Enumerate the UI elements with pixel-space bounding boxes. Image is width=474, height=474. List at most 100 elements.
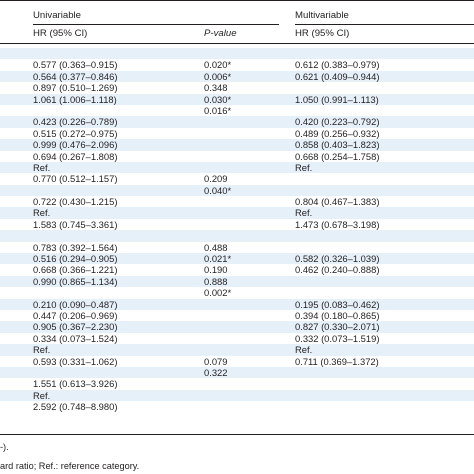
- multivariable-hr-cell: 0.668 (0.254–1.758): [295, 150, 380, 162]
- table-row: 0.515 (0.272–0.975) 0.489 (0.256–0.932): [0, 128, 474, 139]
- univariable-hr-cell: 0.668 (0.366–1.221): [33, 264, 118, 276]
- univariable-hr-cell: 0.770 (0.512–1.157): [33, 173, 118, 185]
- table-row: 0.016*: [0, 105, 474, 116]
- univariable-hr-cell: 2.592 (0.748–8.980): [33, 401, 118, 413]
- pvalue-cell: 0.348: [204, 82, 228, 94]
- univariable-hr-cell: 0.897 (0.510–1.269): [33, 82, 118, 94]
- univariable-hr-cell: Ref.: [33, 389, 51, 401]
- univariable-hr-cell: 0.210 (0.090–0.487): [33, 298, 118, 310]
- table-row: 1.551 (0.613–3.926): [0, 378, 474, 389]
- table-row: Ref. Ref.: [0, 207, 474, 219]
- univariable-hr-cell: Ref.: [33, 344, 51, 356]
- table-body: 0.577 (0.363–0.915) 0.020* 0.612 (0.383–0.…: [0, 48, 474, 413]
- table-row: 0.694 (0.267–1.808) 0.668 (0.254–1.758): [0, 151, 474, 162]
- table-row: 0.770 (0.512–1.157) 0.209: [0, 173, 474, 184]
- table-row: 0.447 (0.206–0.969) 0.394 (0.180–0.865): [0, 310, 474, 321]
- multivariable-hr-cell: Ref.: [295, 207, 313, 219]
- table-row: 0.210 (0.090–0.487) 0.195 (0.083–0.462): [0, 298, 474, 310]
- pvalue-cell: 0.209: [204, 173, 228, 185]
- multivariable-hr-cell: 1.050 (0.991–1.113): [295, 93, 379, 105]
- univariable-hr-cell: 0.334 (0.073–1.524): [33, 332, 118, 344]
- multivariable-underline: [295, 24, 474, 25]
- multivariable-hr-cell: 0.804 (0.467–1.383): [295, 196, 380, 208]
- table-row: 0.990 (0.865–1.134) 0.888: [0, 275, 474, 288]
- univariable-hr-cell: 0.990 (0.865–1.134): [33, 275, 118, 287]
- univariable-title: Univariable: [33, 10, 81, 21]
- univariable-hr-cell: 0.694 (0.267–1.808): [33, 150, 118, 162]
- pvalue-cell: 0.021*: [204, 253, 232, 265]
- univariable-hr-cell: 1.061 (1.006–1.118): [33, 93, 117, 105]
- footnote-line: -).: [0, 442, 9, 452]
- pvalue-cell: 0.079: [204, 355, 228, 367]
- table-row: 0.905 (0.367–2.230) 0.827 (0.330–2.071): [0, 321, 474, 333]
- table-row: Ref.: [0, 389, 474, 402]
- table-row: 0.002*: [0, 287, 474, 298]
- pvalue-cell: 0.020*: [204, 59, 232, 71]
- multivariable-hr-cell: 0.612 (0.383–0.979): [295, 59, 380, 71]
- table-row: 1.061 (1.006–1.118) 0.030* 1.050 (0.991–1.…: [0, 93, 474, 105]
- multivariable-hr-cell: 0.462 (0.240–0.888): [295, 264, 380, 276]
- univariable-hr-cell: 1.583 (0.745–3.361): [33, 218, 118, 230]
- table-row: 1.583 (0.745–3.361) 1.473 (0.678–3.198): [0, 219, 474, 230]
- univariable-hr-cell: 0.564 (0.377–0.846): [33, 70, 118, 82]
- univariable-hr-header: HR (95% CI): [33, 28, 88, 39]
- univariable-hr-cell: 0.783 (0.392–1.564): [33, 241, 118, 253]
- univariable-hr-cell: 0.423 (0.226–0.789): [33, 116, 118, 128]
- top-rule: [0, 0, 474, 1]
- multivariable-hr-cell: 0.711 (0.369–1.372): [295, 355, 379, 367]
- pvalue-cell: 0.322: [204, 366, 228, 378]
- multivariable-hr-cell: 0.420 (0.223–0.792): [295, 116, 380, 128]
- pvalue-cell: 0.190: [204, 264, 228, 276]
- header-bottom-rule: [0, 43, 474, 44]
- univariable-hr-cell: 0.515 (0.272–0.975): [33, 127, 118, 139]
- table-row: 0.897 (0.510–1.269) 0.348: [0, 82, 474, 93]
- pvalue-cell: 0.006*: [204, 70, 232, 82]
- multivariable-hr-cell: 0.582 (0.326–1.039): [295, 253, 380, 265]
- pvalue-cell: 0.016*: [204, 104, 232, 116]
- table-bottom-rule: [0, 434, 474, 435]
- table-row: 0.516 (0.294–0.905) 0.021* 0.582 (0.326–1.…: [0, 253, 474, 265]
- univariable-hr-cell: 0.999 (0.476–2.096): [33, 139, 118, 151]
- univariable-hr-cell: 0.516 (0.294–0.905): [33, 253, 118, 265]
- table-header: Univariable Multivariable HR (95% CI) P-…: [0, 0, 474, 48]
- multivariable-hr-cell: 0.332 (0.073–1.519): [295, 332, 380, 344]
- pvalue-cell: 0.488: [204, 241, 228, 253]
- multivariable-hr-cell: 0.195 (0.083–0.462): [295, 298, 380, 310]
- table-row: Ref. Ref.: [0, 161, 474, 174]
- multivariable-hr-cell: 0.827 (0.330–2.071): [295, 321, 380, 333]
- pvalue-header: P-value: [204, 28, 237, 39]
- table-row: 0.783 (0.392–1.564) 0.488: [0, 242, 474, 253]
- univariable-hr-cell: 0.447 (0.206–0.969): [33, 309, 118, 321]
- table-row: 0.722 (0.430–1.215) 0.804 (0.467–1.383): [0, 196, 474, 207]
- table-row: 0.564 (0.377–0.846) 0.006* 0.621 (0.409–0.…: [0, 70, 474, 83]
- multivariable-hr-cell: Ref.: [295, 161, 313, 173]
- table-row: [0, 48, 474, 60]
- table-row: 0.577 (0.363–0.915) 0.020* 0.612 (0.383–0.…: [0, 59, 474, 70]
- pvalue-cell: 0.002*: [204, 287, 232, 299]
- multivariable-hr-cell: 0.489 (0.256–0.932): [295, 127, 380, 139]
- univariable-hr-cell: 0.722 (0.430–1.215): [33, 196, 118, 208]
- univariable-hr-cell: Ref.: [33, 161, 51, 173]
- multivariable-hr-cell: 1.473 (0.678–3.198): [295, 218, 380, 230]
- multivariable-hr-cell: 0.621 (0.409–0.944): [295, 70, 380, 82]
- multivariable-hr-cell: 0.394 (0.180–0.865): [295, 309, 380, 321]
- pvalue-cell: 0.040*: [204, 184, 232, 196]
- multivariable-hr-cell: Ref.: [295, 344, 313, 356]
- pvalue-cell: 0.030*: [204, 93, 232, 105]
- table-row: [0, 230, 474, 242]
- univariable-hr-cell: 0.905 (0.367–2.230): [33, 321, 118, 333]
- table-row: 0.322: [0, 366, 474, 379]
- table-row: 0.668 (0.366–1.221) 0.190 0.462 (0.240–0.8…: [0, 264, 474, 275]
- table-row: 0.423 (0.226–0.789) 0.420 (0.223–0.792): [0, 116, 474, 128]
- table-row: 0.040*: [0, 184, 474, 197]
- multivariable-hr-cell: 0.858 (0.403–1.823): [295, 139, 380, 151]
- univariable-hr-cell: Ref.: [33, 207, 51, 219]
- univariable-hr-cell: 0.577 (0.363–0.915): [33, 59, 118, 71]
- univariable-hr-cell: 0.593 (0.331–1.062): [33, 355, 118, 367]
- footnote-line: ard ratio; Ref.: reference category.: [0, 461, 140, 471]
- table-row: 0.593 (0.331–1.062) 0.079 0.711 (0.369–1.3…: [0, 356, 474, 367]
- table-row: Ref. Ref.: [0, 344, 474, 356]
- table-row: 2.592 (0.748–8.980): [0, 401, 474, 412]
- pvalue-cell: 0.888: [204, 275, 228, 287]
- univariable-hr-cell: 1.551 (0.613–3.926): [33, 378, 118, 390]
